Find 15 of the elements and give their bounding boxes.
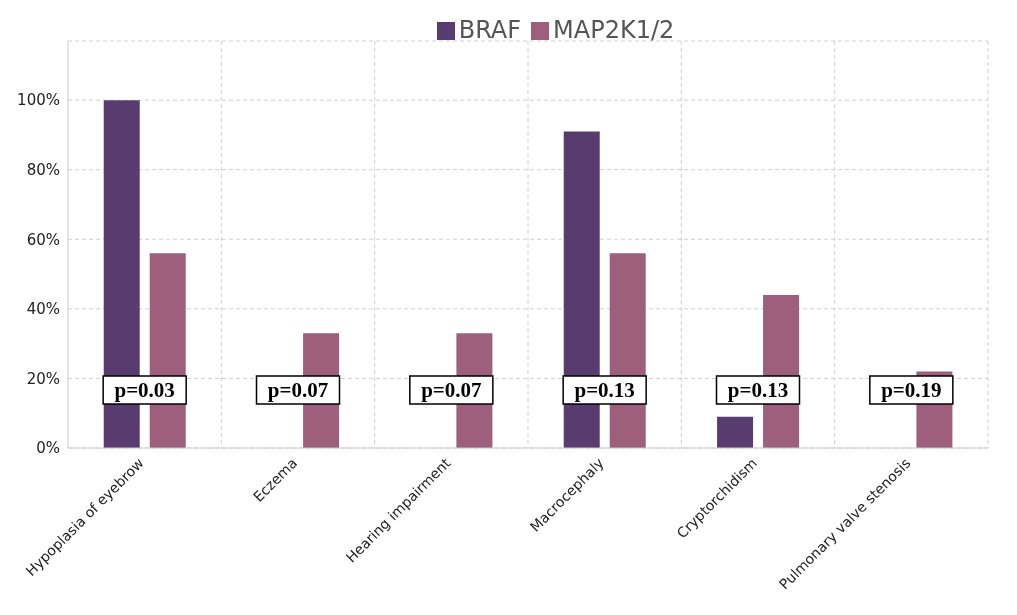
annotation: p=0.03 xyxy=(114,378,175,402)
annotation: p=0.07 xyxy=(421,378,482,402)
bar xyxy=(717,416,754,448)
legend-label: MAP2K1/2 xyxy=(553,16,675,44)
y-tick-label: 40% xyxy=(26,300,60,319)
annotation: p=0.13 xyxy=(574,378,635,402)
y-tick-label: 20% xyxy=(26,369,60,388)
annotation: p=0.13 xyxy=(727,378,789,402)
y-tick-label: 60% xyxy=(26,230,60,249)
y-tick-label: 100% xyxy=(17,91,60,110)
annotation: p=0.19 xyxy=(881,378,942,402)
y-tick-label: 0% xyxy=(36,439,60,458)
y-tick-label: 80% xyxy=(26,161,60,180)
legend-label: BRAF xyxy=(458,16,522,44)
annotation: p=0.07 xyxy=(267,378,329,402)
